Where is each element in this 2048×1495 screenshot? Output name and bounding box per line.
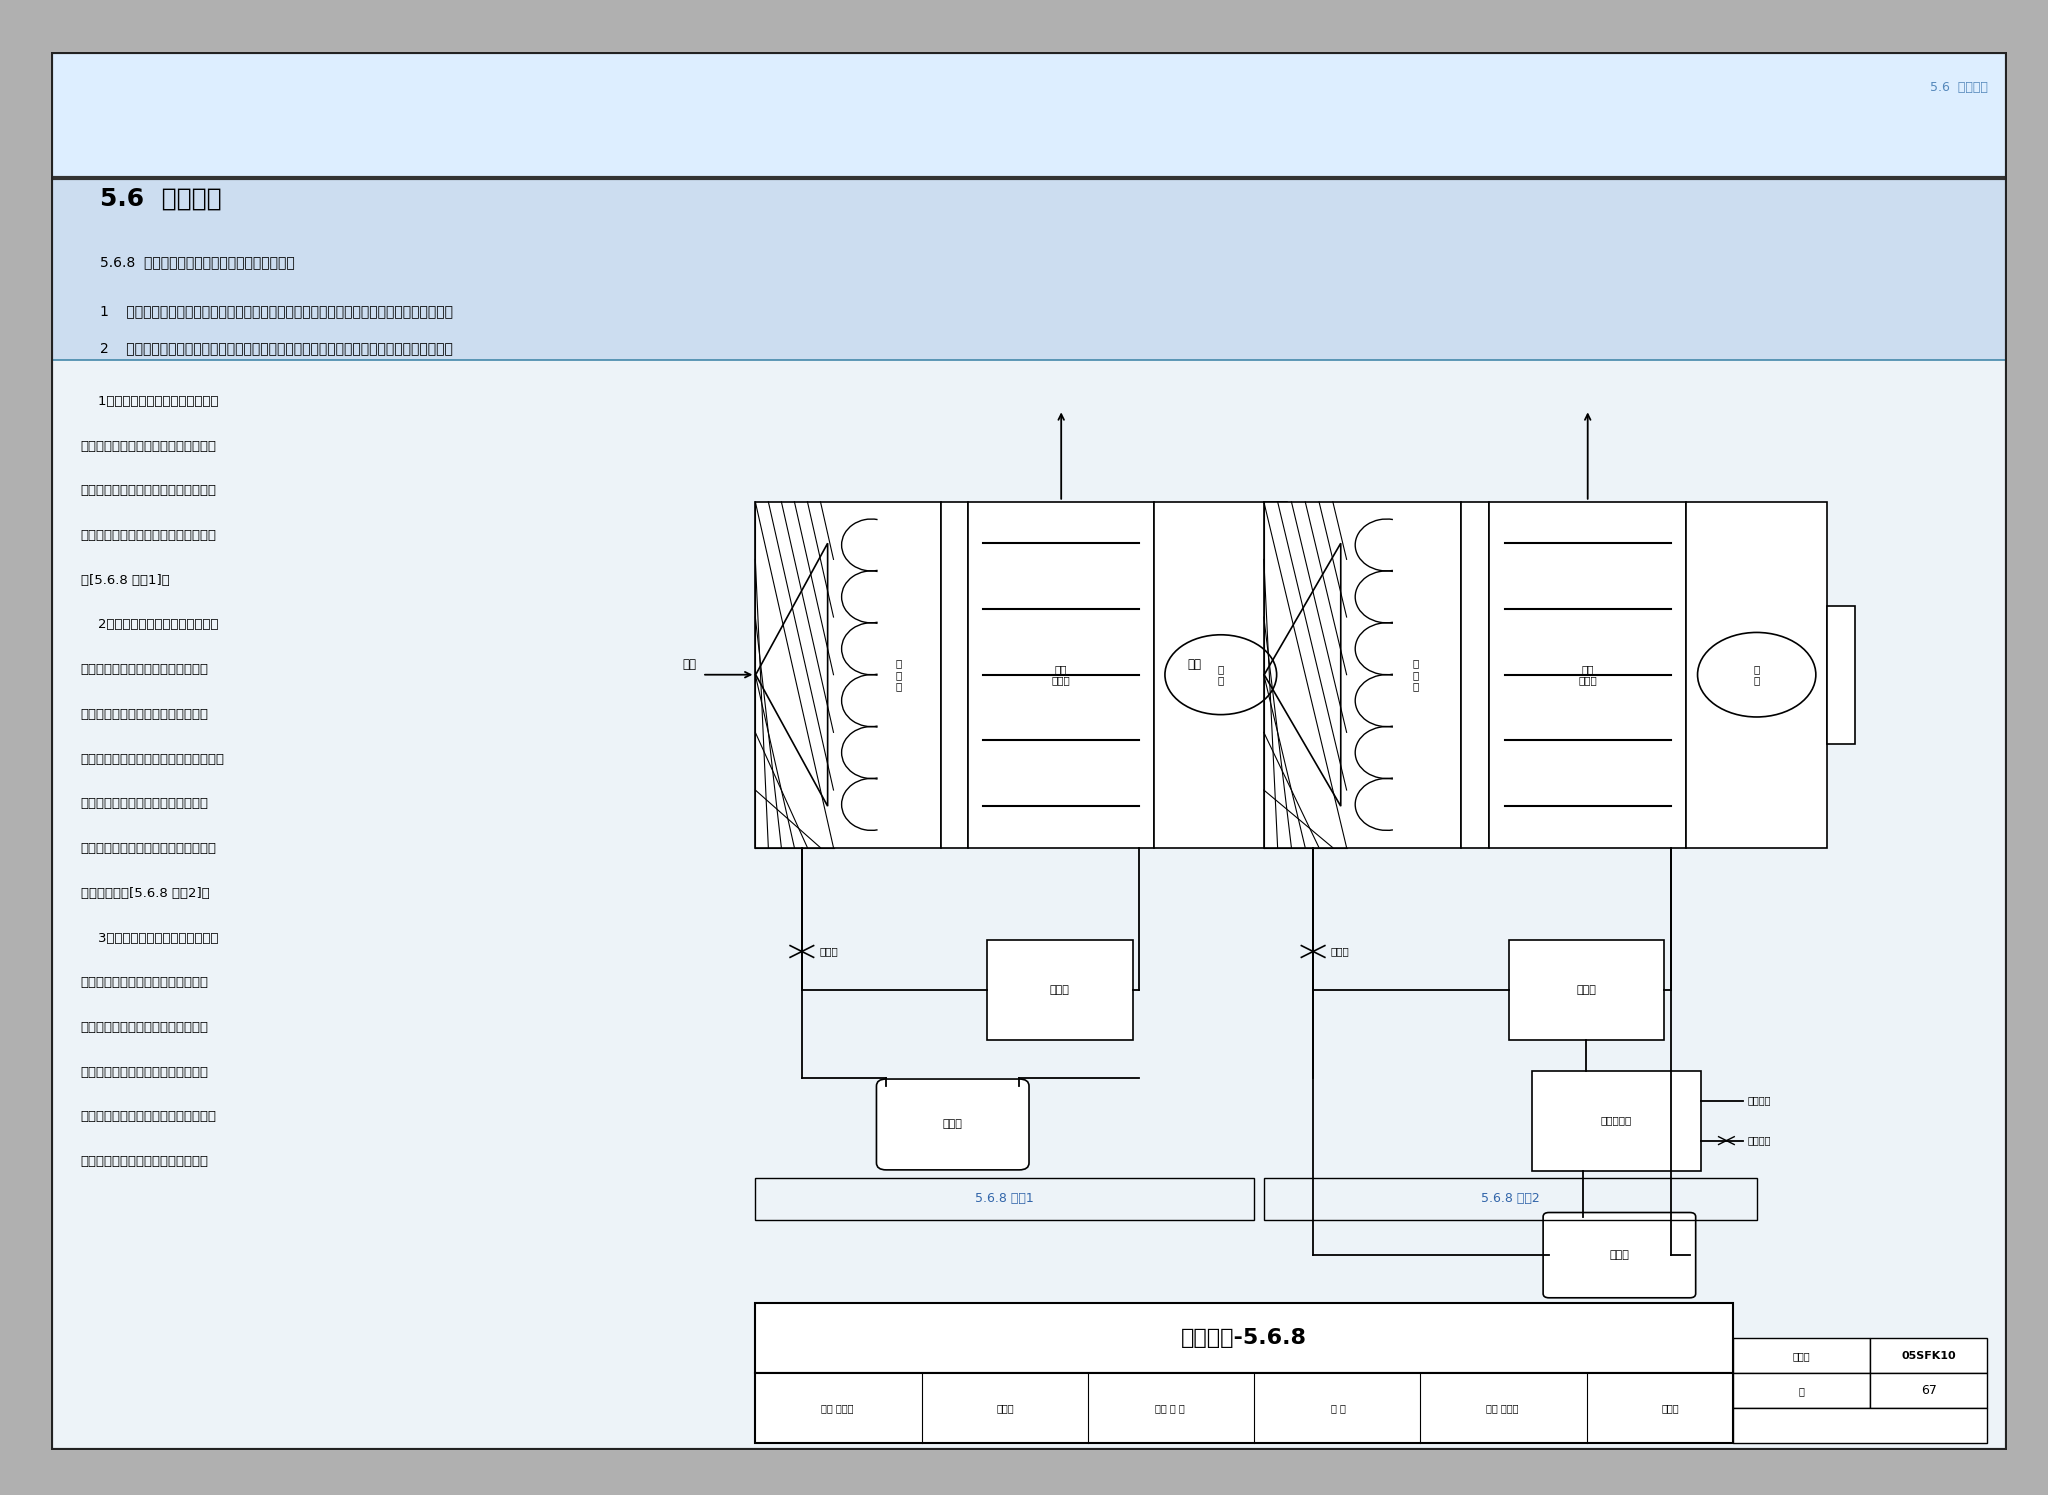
Text: 除降温和除湿调温等多种运行模式。: 除降温和除湿调温等多种运行模式。 [80,797,209,810]
Bar [756,1304,1733,1374]
Bar [1509,940,1663,1041]
Bar [51,178,2007,360]
Text: 3、除湿空调机实际上是一台水冷: 3、除湿空调机实际上是一台水冷 [80,931,217,945]
Bar [51,52,2007,178]
Text: 杨盛旭: 杨盛旭 [1661,1404,1679,1413]
Bar [987,940,1133,1041]
Text: 储液器: 储液器 [1610,1250,1630,1260]
Bar [1155,502,1288,848]
Text: 空气: 空气 [1188,658,1202,671]
Text: 器冷却除湿，再经过风冷冷凝器升温。: 器冷却除湿，再经过风冷冷凝器升温。 [80,484,217,498]
Bar [1288,605,1315,745]
Text: 图集号: 图集号 [1792,1351,1810,1360]
Text: 多余水分的冷冻设备。空气先经过蕉发: 多余水分的冷冻设备。空气先经过蕉发 [80,440,217,453]
Text: 孟 参: 孟 参 [1331,1404,1346,1413]
Text: 压缩机: 压缩机 [1051,985,1069,994]
Bar [942,502,969,848]
FancyBboxPatch shape [877,1079,1028,1171]
Text: 页: 页 [1798,1386,1804,1396]
Text: 能适应防空地下室内热湿负荷的变化情: 能适应防空地下室内热湿负荷的变化情 [80,842,217,855]
Bar [1686,502,1827,848]
Text: 压缩机: 压缩机 [1577,985,1595,994]
Bar [1264,502,1460,848]
Text: 更大的情况。能实现空调、除湿升温、: 更大的情况。能实现空调、除湿升温、 [80,1111,217,1123]
Text: 1    以湿负荷为主的防空地下室，宜选用除湿机、调温除湿机、除湿空调机等空气处理设备；: 1 以湿负荷为主的防空地下室，宜选用除湿机、调温除湿机、除湿空调机等空气处理设备… [100,303,453,318]
Text: 节流阀: 节流阀 [819,946,838,957]
Bar [1489,502,1686,848]
Bar [1733,1408,1987,1443]
Text: 因此其实现的是除湿升温过程。其原理: 因此其实现的是除湿升温过程。其原理 [80,529,217,543]
Bar [1532,1070,1702,1171]
Text: 风冷
冷凝器: 风冷 冷凝器 [1579,664,1597,686]
Bar [1733,1338,1870,1374]
Bar [756,502,942,848]
Text: 风
机: 风 机 [1219,664,1225,686]
Text: 除降温和除湿调温等多种运行模式。: 除降温和除湿调温等多种运行模式。 [80,1156,209,1168]
Bar [1264,1178,1757,1220]
Text: 设计 杨盛旭: 设计 杨盛旭 [1487,1404,1520,1413]
Text: 蒸
发
器: 蒸 发 器 [1413,658,1419,691]
Bar [1870,1338,1987,1374]
Text: 2、调温除湿机是在常规冷冻除湿: 2、调温除湿机是在常规冷冻除湿 [80,619,217,631]
Text: 水冷冷凝器: 水冷冷凝器 [1602,1115,1632,1126]
Text: 冷却水量，调温除湿机能实现除湿升温、: 冷却水量，调温除湿机能实现除湿升温、 [80,752,225,765]
Text: 风
机: 风 机 [1753,664,1759,686]
Text: 组成的双制冷系统空调设备，二者集: 组成的双制冷系统空调设备，二者集 [80,1021,209,1035]
Text: 1、常规冷冻除湿机是去除空气中: 1、常规冷冻除湿机是去除空气中 [80,395,217,408]
Text: 2    以冷负荷为主的防空地下室，宜选用冷水机组加组合式空调器、冷风机等空气处理设备。: 2 以冷负荷为主的防空地下室，宜选用冷水机组加组合式空调器、冷风机等空气处理设备… [100,342,453,356]
Text: 见[5.6.8 图示1]。: 见[5.6.8 图示1]。 [80,574,170,586]
Text: 5.6  空气调节: 5.6 空气调节 [100,187,221,211]
Bar [1870,1374,1987,1408]
Text: 审核 耿世彭: 审核 耿世彭 [821,1404,854,1413]
Text: 05SFK10: 05SFK10 [1901,1351,1956,1360]
Text: 直接蕉发式冷风机和一台调温除湿机: 直接蕉发式冷风机和一台调温除湿机 [80,976,209,990]
Text: 储液器: 储液器 [942,1120,963,1129]
Text: 5.6  空气调节: 5.6 空气调节 [1929,81,1987,94]
Text: 空气调节-5.6.8: 空气调节-5.6.8 [1182,1329,1307,1348]
Text: 5.6.8  空气热湿处理设备宜根据下列原则选用：: 5.6.8 空气热湿处理设备宜根据下列原则选用： [100,256,295,269]
Bar [1733,1374,1870,1408]
Text: 蒸
发
器: 蒸 发 器 [895,658,901,691]
Text: 成在一起，能适应室内热湿负荷变化: 成在一起，能适应室内热湿负荷变化 [80,1066,209,1079]
Bar [756,1374,1733,1443]
Bar [1460,502,1489,848]
Text: 空气: 空气 [682,658,696,671]
Text: 风冷
冷凝器: 风冷 冷凝器 [1053,664,1071,686]
Bar [969,502,1155,848]
Text: 5.6.8 图示2: 5.6.8 图示2 [1481,1192,1540,1205]
Bar [1827,605,1855,745]
Text: 机的基础上，在制冷系统中串联了一: 机的基础上，在制冷系统中串联了一 [80,664,209,676]
Text: 67: 67 [1921,1384,1937,1398]
Text: 5.6.8 图示1: 5.6.8 图示1 [975,1192,1034,1205]
Text: 个水冷冷凝器，通过阀门转换和调节: 个水冷冷凝器，通过阀门转换和调节 [80,709,209,721]
Bar [756,1178,1253,1220]
Text: 冷却水出: 冷却水出 [1747,1096,1772,1106]
Text: 耿世彭: 耿世彭 [997,1404,1014,1413]
Text: 校对 兑 勇: 校对 兑 勇 [1155,1404,1186,1413]
Text: 冷却水进: 冷却水进 [1747,1136,1772,1145]
FancyBboxPatch shape [1542,1212,1696,1298]
Text: 况。其原理见[5.6.8 图示2]。: 况。其原理见[5.6.8 图示2]。 [80,887,209,900]
Text: 节流阀: 节流阀 [1331,946,1350,957]
